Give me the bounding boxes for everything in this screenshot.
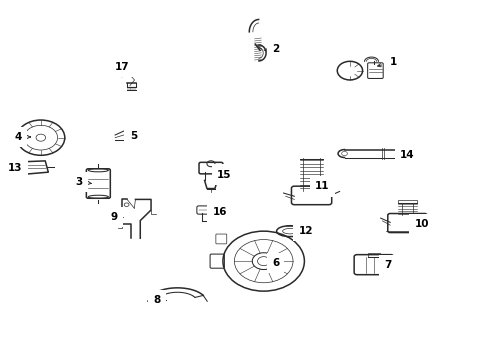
Text: 2: 2 (264, 45, 279, 54)
Text: 1: 1 (377, 57, 396, 67)
Text: 10: 10 (414, 219, 428, 229)
Text: 16: 16 (212, 207, 226, 217)
Text: 4: 4 (15, 132, 30, 142)
Text: 14: 14 (399, 150, 414, 159)
Text: 7: 7 (384, 260, 391, 270)
Text: 3: 3 (75, 177, 91, 187)
Text: 13: 13 (8, 163, 22, 173)
Text: 15: 15 (217, 170, 231, 180)
Text: 5: 5 (124, 131, 137, 141)
Text: 9: 9 (110, 212, 123, 222)
Text: 8: 8 (153, 295, 166, 305)
Text: 11: 11 (314, 181, 329, 192)
Text: 6: 6 (271, 258, 279, 268)
Text: 12: 12 (298, 226, 312, 236)
Text: 17: 17 (115, 62, 129, 72)
